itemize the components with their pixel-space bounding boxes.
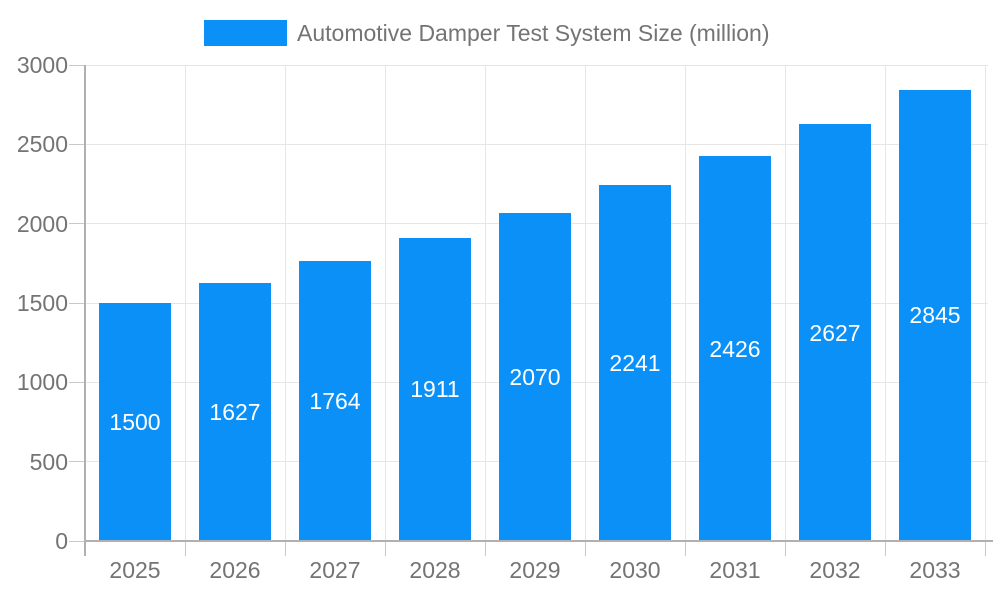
bar (499, 212, 571, 541)
bar (599, 185, 671, 541)
y-axis-tick (69, 302, 85, 304)
bar-value-label: 1627 (209, 398, 261, 425)
x-gridline (784, 65, 786, 541)
x-axis-label: 2025 (109, 557, 161, 583)
x-axis-label: 2032 (809, 557, 861, 583)
x-gridline (284, 65, 286, 541)
y-axis-label: 500 (29, 448, 68, 475)
bar (699, 156, 771, 541)
bar (99, 303, 171, 541)
bar (299, 261, 371, 541)
x-gridline (484, 65, 486, 541)
x-axis-tick (484, 541, 486, 556)
x-gridline (684, 65, 686, 541)
bar-value-label: 2845 (909, 302, 961, 329)
x-gridline (184, 65, 186, 541)
x-axis-tick (184, 541, 186, 556)
x-axis-tick (984, 541, 986, 556)
x-axis-label: 2026 (209, 557, 261, 583)
y-axis-label: 3000 (16, 52, 68, 78)
legend-swatch[interactable] (204, 20, 287, 46)
y-axis-tick (69, 461, 85, 463)
y-axis-label: 0 (55, 528, 68, 554)
y-axis-label: 1500 (16, 290, 68, 316)
x-axis-line (85, 540, 993, 542)
bar (199, 282, 271, 541)
x-gridline (384, 65, 386, 541)
bar-value-label: 1500 (109, 409, 161, 435)
x-axis-label: 2031 (709, 557, 761, 583)
x-axis-tick (584, 541, 586, 556)
x-axis-tick (884, 541, 886, 556)
y-axis-label: 2000 (16, 210, 68, 237)
bar-value-label: 2627 (809, 319, 861, 346)
x-axis-label: 2033 (909, 557, 961, 583)
bar (799, 124, 871, 541)
x-gridline (884, 65, 886, 541)
y-axis-tick (69, 64, 85, 66)
x-axis-tick (684, 541, 686, 556)
x-axis-label: 2029 (509, 557, 561, 583)
bar-value-label: 1764 (309, 388, 361, 415)
x-gridline (984, 65, 986, 541)
x-axis-tick (784, 541, 786, 556)
bar (899, 89, 971, 541)
bar-value-label: 2070 (509, 363, 561, 390)
bar-value-label: 2241 (609, 350, 661, 377)
y-axis-tick (69, 223, 85, 225)
legend[interactable]: Automotive Damper Test System Size (mill… (204, 20, 770, 46)
y-axis-tick (69, 143, 85, 145)
y-axis-tick (69, 540, 85, 542)
y-gridline (85, 143, 988, 145)
y-axis-label: 1000 (16, 369, 68, 396)
x-axis-label: 2030 (609, 557, 661, 583)
legend-label[interactable]: Automotive Damper Test System Size (mill… (297, 20, 770, 46)
y-gridline (85, 64, 988, 66)
bar-value-label: 2426 (709, 335, 761, 362)
bar-value-label: 1911 (410, 376, 460, 403)
y-axis-line (84, 65, 86, 556)
x-gridline (584, 65, 586, 541)
x-axis-label: 2027 (309, 557, 361, 583)
x-axis-tick (284, 541, 286, 556)
x-axis-label: 2028 (409, 557, 461, 583)
y-axis-tick (69, 381, 85, 383)
bar (399, 237, 471, 541)
y-axis-label: 2500 (16, 131, 68, 158)
x-axis-tick (384, 541, 386, 556)
